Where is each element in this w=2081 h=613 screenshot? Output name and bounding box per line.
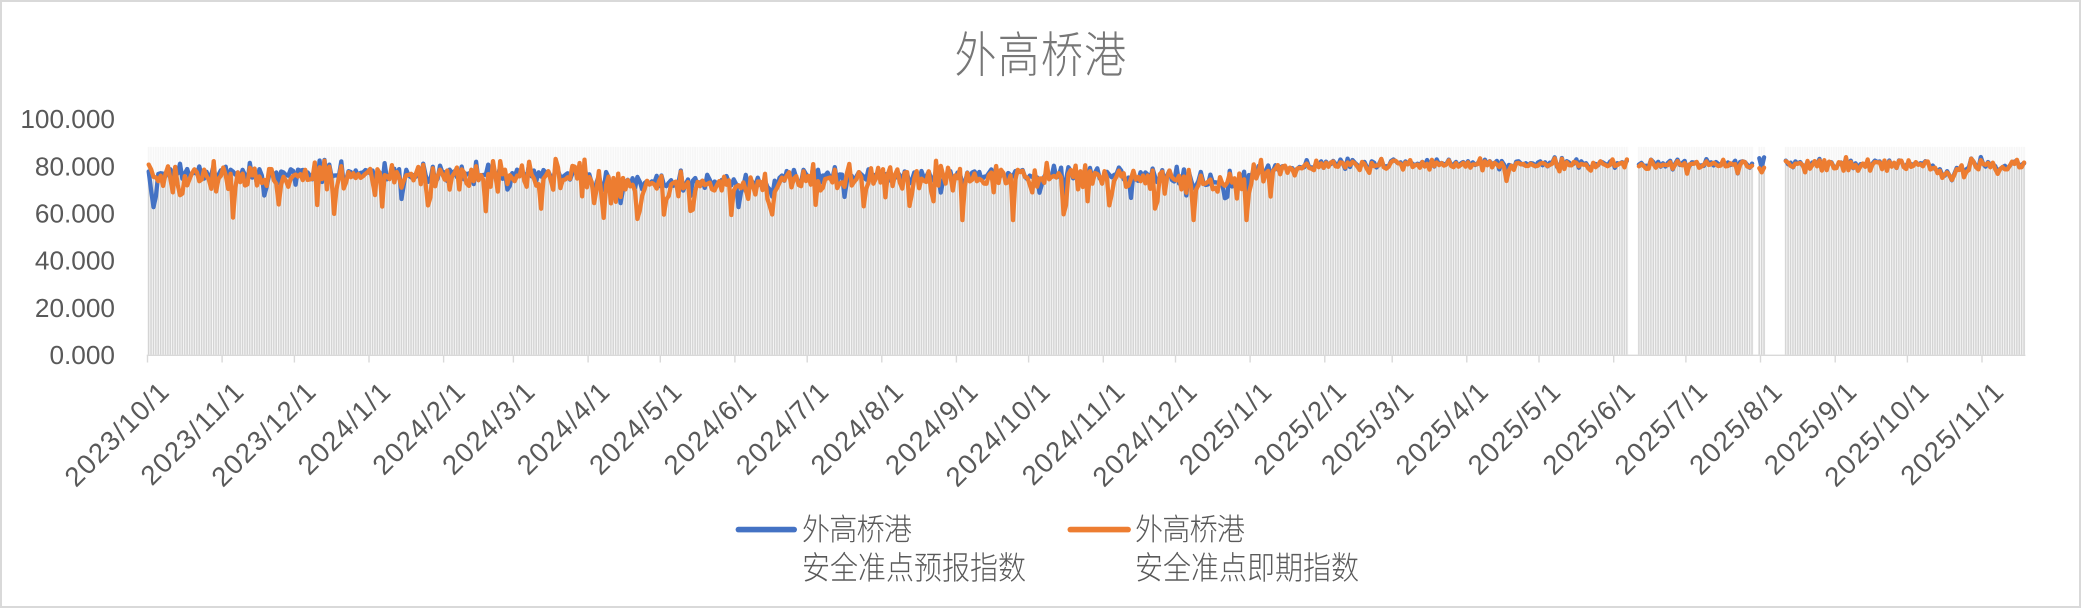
svg-text:80.000: 80.000 bbox=[35, 151, 115, 181]
svg-text:0.000: 0.000 bbox=[49, 340, 115, 370]
svg-text:60.000: 60.000 bbox=[35, 199, 115, 229]
svg-text:100.000: 100.000 bbox=[20, 104, 115, 134]
svg-text:20.000: 20.000 bbox=[35, 293, 115, 323]
svg-text:40.000: 40.000 bbox=[35, 246, 115, 276]
